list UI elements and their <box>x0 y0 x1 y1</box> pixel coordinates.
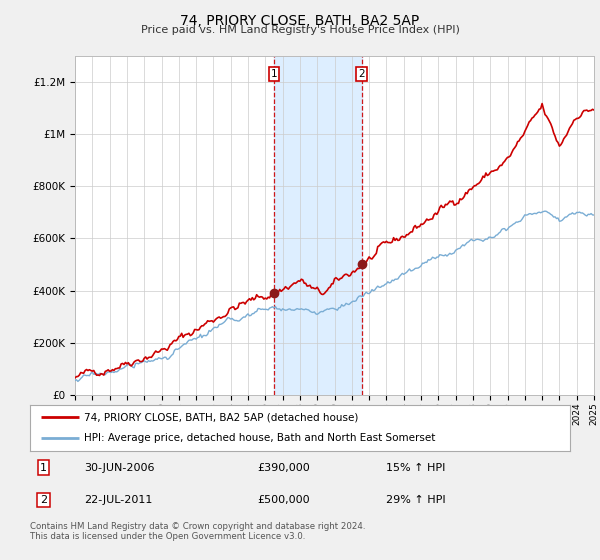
Text: £390,000: £390,000 <box>257 463 310 473</box>
Text: £500,000: £500,000 <box>257 495 310 505</box>
Text: 1: 1 <box>40 463 47 473</box>
Text: Price paid vs. HM Land Registry's House Price Index (HPI): Price paid vs. HM Land Registry's House … <box>140 25 460 35</box>
Text: 30-JUN-2006: 30-JUN-2006 <box>84 463 155 473</box>
Text: 1: 1 <box>271 69 277 80</box>
Text: 15% ↑ HPI: 15% ↑ HPI <box>386 463 446 473</box>
Text: 74, PRIORY CLOSE, BATH, BA2 5AP (detached house): 74, PRIORY CLOSE, BATH, BA2 5AP (detache… <box>84 412 358 422</box>
Text: 29% ↑ HPI: 29% ↑ HPI <box>386 495 446 505</box>
Text: HPI: Average price, detached house, Bath and North East Somerset: HPI: Average price, detached house, Bath… <box>84 433 436 444</box>
Text: 2: 2 <box>40 495 47 505</box>
Text: Contains HM Land Registry data © Crown copyright and database right 2024.
This d: Contains HM Land Registry data © Crown c… <box>30 522 365 542</box>
Text: 2: 2 <box>359 69 365 80</box>
Text: 74, PRIORY CLOSE, BATH, BA2 5AP: 74, PRIORY CLOSE, BATH, BA2 5AP <box>181 14 419 28</box>
Bar <box>274 56 362 395</box>
Text: 22-JUL-2011: 22-JUL-2011 <box>84 495 152 505</box>
